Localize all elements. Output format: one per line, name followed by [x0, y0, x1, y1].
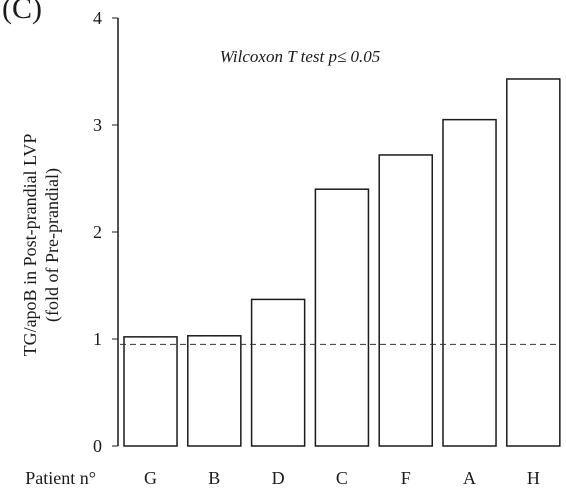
x-tick-label-d: D	[272, 468, 285, 488]
bar-b	[187, 335, 242, 447]
y-axis-label-line-1: TG/apoB in Post-prandial LVP	[20, 134, 40, 357]
bars	[123, 78, 561, 447]
bar-d	[250, 298, 306, 447]
bar-f	[378, 154, 433, 447]
y-tick-label: 3	[93, 115, 102, 135]
x-tick-label-h: H	[527, 468, 540, 488]
y-axis-label-line-2: (fold of Pre-prandial)	[42, 168, 63, 322]
x-tick-label-g: G	[144, 468, 157, 488]
bar-a	[442, 118, 497, 447]
bar-g	[123, 336, 178, 447]
x-tick-label-c: C	[336, 468, 348, 488]
y-tick-label: 1	[93, 329, 102, 349]
y-tick-label: 4	[93, 8, 102, 28]
y-axis: 0 1 2 3 4	[93, 8, 119, 456]
significance-annotation: Wilcoxon T test p≤ 0.05	[220, 47, 381, 66]
x-tick-label-b: B	[208, 468, 220, 488]
x-axis-prefix: Patient n°	[25, 468, 96, 488]
y-tick-label: 0	[93, 436, 102, 456]
bar-c	[314, 188, 370, 447]
y-axis-label: TG/apoB in Post-prandial LVP (fold of Pr…	[20, 134, 63, 357]
x-tick-label-f: F	[401, 468, 411, 488]
y-tick-label: 2	[93, 222, 102, 242]
panel-label: (C)	[2, 0, 42, 25]
bar-h	[506, 78, 561, 447]
x-tick-label-a: A	[463, 468, 476, 488]
